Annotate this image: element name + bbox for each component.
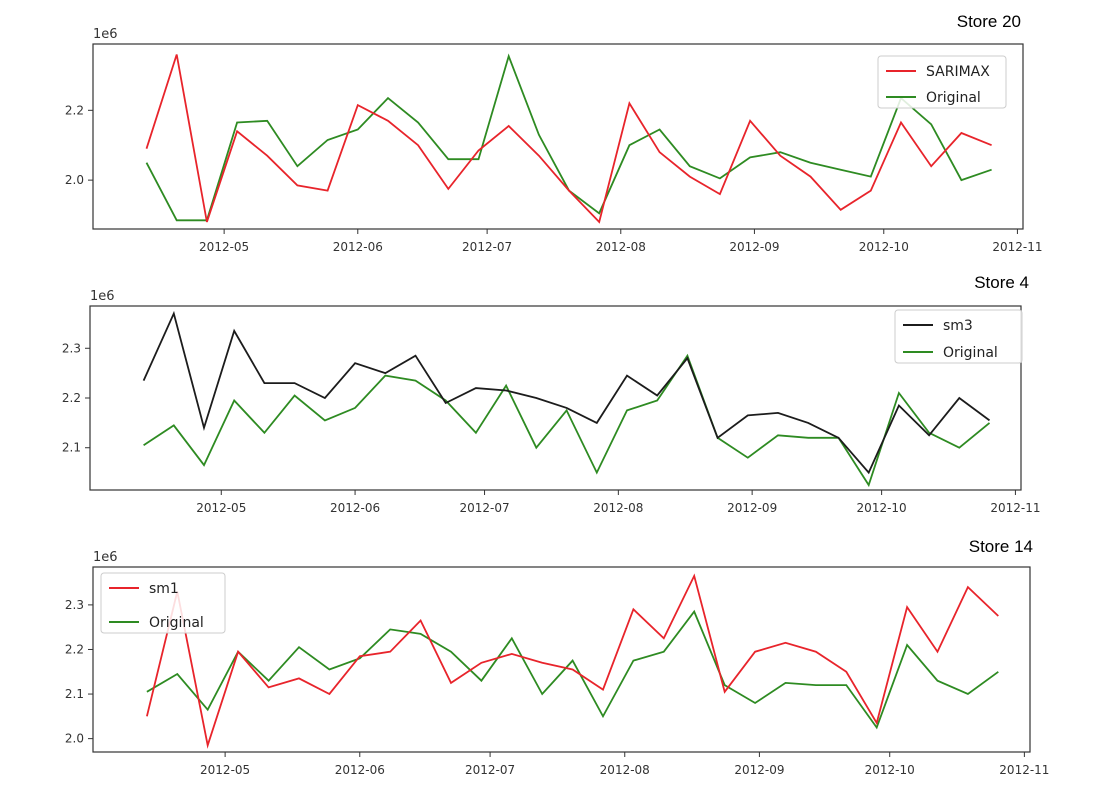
y-tick-label: 2.1 bbox=[62, 441, 81, 455]
offset-label: 1e6 bbox=[90, 289, 115, 304]
x-tick-label: 2012-11 bbox=[990, 501, 1040, 515]
x-tick-label: 2012-05 bbox=[199, 240, 249, 254]
x-tick-label: 2012-10 bbox=[865, 763, 915, 777]
x-tick-label: 2012-08 bbox=[596, 240, 646, 254]
x-tick-label: 2012-05 bbox=[196, 501, 246, 515]
x-tick-label: 2012-05 bbox=[200, 763, 250, 777]
legend-box bbox=[877, 55, 1007, 109]
chart-svg: 1e6 2012-05 2012-06 2012-07 2012-08 2012-09 20… bbox=[65, 550, 1050, 777]
y-tick-label: 2.0 bbox=[65, 173, 84, 187]
legend-label: sm3 bbox=[943, 318, 973, 334]
legend-label: SARIMAX bbox=[926, 64, 990, 80]
x-tick-label: 2012-07 bbox=[459, 501, 509, 515]
x-tick-label: 2012-08 bbox=[600, 763, 650, 777]
y-tick-label: 2.3 bbox=[65, 598, 84, 612]
legend-label: sm1 bbox=[149, 581, 179, 597]
x-tick-label: 2012-09 bbox=[727, 501, 777, 515]
x-tick-label: 2012-08 bbox=[593, 501, 643, 515]
y-tick-label: 2.1 bbox=[65, 687, 84, 701]
x-tick-label: 2012-07 bbox=[465, 763, 515, 777]
legend-label: Original bbox=[149, 615, 204, 631]
legend-label: Original bbox=[926, 90, 981, 106]
x-tick-label: 2012-07 bbox=[462, 240, 512, 254]
chart-panel-store-4: Store 4 1e6 2012-05 2012-06 2012-07 2012-08 2… bbox=[0, 265, 1097, 530]
series-line-sarimax bbox=[145, 54, 992, 224]
series-line-sm3 bbox=[142, 310, 991, 475]
chart-panel-store-14: Store 14 1e6 2012-05 2012-06 2012-07 2012-08… bbox=[0, 530, 1097, 811]
x-tick-label: 2012-11 bbox=[999, 763, 1049, 777]
y-tick-label: 2.2 bbox=[62, 391, 81, 405]
series-line-original bbox=[146, 609, 999, 730]
y-tick-label: 2.3 bbox=[62, 341, 81, 355]
chart-svg: 1e6 2012-05 2012-06 2012-07 2012-08 2012-09 20… bbox=[62, 289, 1041, 515]
x-tick-label: 2012-06 bbox=[330, 501, 380, 515]
x-tick-label: 2012-06 bbox=[333, 240, 383, 254]
chart-panel-store-20: Store 20 1e6 2012-05 2012-06 2012-07 2012-08… bbox=[0, 0, 1097, 265]
legend-label: Original bbox=[943, 345, 998, 361]
series-line-original bbox=[145, 53, 992, 222]
offset-label: 1e6 bbox=[93, 550, 118, 565]
chart-title: Store 4 bbox=[974, 273, 1029, 292]
chart-title: Store 20 bbox=[956, 12, 1021, 31]
legend-box bbox=[894, 309, 1023, 364]
series-line-original bbox=[143, 353, 991, 488]
chart-title: Store 14 bbox=[968, 537, 1033, 556]
x-tick-label: 2012-10 bbox=[857, 501, 907, 515]
axes-frame bbox=[92, 43, 1024, 230]
x-tick-label: 2012-09 bbox=[729, 240, 779, 254]
chart-svg: 1e6 2012-05 2012-06 2012-07 2012-08 2012-09 20… bbox=[65, 27, 1043, 254]
y-tick-label: 2.0 bbox=[65, 732, 84, 746]
y-tick-label: 2.2 bbox=[65, 642, 84, 656]
x-tick-label: 2012-09 bbox=[734, 763, 784, 777]
x-tick-label: 2012-11 bbox=[992, 240, 1042, 254]
series-line-sm1 bbox=[146, 573, 999, 749]
offset-label: 1e6 bbox=[93, 27, 118, 42]
axes-frame bbox=[92, 566, 1031, 753]
axes-frame bbox=[89, 305, 1022, 491]
x-tick-label: 2012-06 bbox=[335, 763, 385, 777]
x-tick-label: 2012-10 bbox=[859, 240, 909, 254]
y-tick-label: 2.2 bbox=[65, 103, 84, 117]
